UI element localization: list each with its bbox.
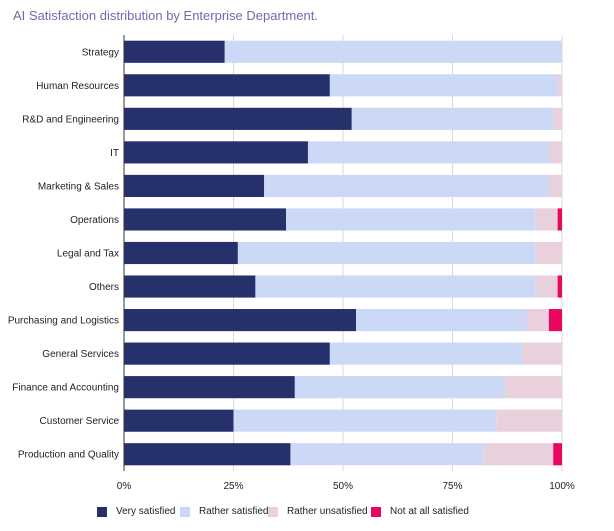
legend-item-rather-unsatisfied: Rather unsatisfied	[268, 506, 368, 517]
legend-label: Rather unsatisfied	[287, 506, 368, 517]
bar-segment-rather-unsatisfied	[505, 376, 562, 399]
bar-segment-very-satisfied	[124, 174, 265, 197]
legend-label: Not at all satisfied	[390, 506, 469, 517]
chart-legend: Very satisfied Rather satisfied Rather u…	[0, 506, 614, 524]
category-label: Finance and Accounting	[12, 383, 119, 394]
category-label: Human Resources	[36, 81, 119, 92]
bar-segment-rather-unsatisfied	[483, 443, 554, 466]
bar-segment-very-satisfied	[124, 74, 330, 97]
bar-segment-very-satisfied	[124, 275, 256, 298]
bar-segment-rather-unsatisfied	[496, 409, 562, 432]
bar-segment-rather-satisfied	[286, 208, 536, 231]
legend-swatch	[97, 506, 107, 517]
legend-swatch	[371, 506, 381, 517]
bar-segment-rather-satisfied	[237, 241, 536, 265]
bar-segment-not-at-all-satisfied	[548, 309, 562, 332]
category-label: Customer Service	[40, 416, 120, 427]
bar-segment-rather-unsatisfied	[535, 208, 558, 231]
bar-segment-very-satisfied	[124, 241, 238, 265]
bar-segment-rather-unsatisfied	[548, 174, 562, 197]
category-label: General Services	[42, 349, 119, 360]
bar-segment-rather-unsatisfied	[548, 141, 562, 164]
bar-segment-very-satisfied	[124, 376, 295, 399]
bar-segment-rather-satisfied	[329, 74, 558, 97]
bar-segment-rather-satisfied	[255, 275, 536, 298]
bar-segment-rather-satisfied	[351, 107, 554, 130]
bar-segment-rather-satisfied	[307, 141, 549, 164]
chart-title: AI Satisfaction distribution by Enterpri…	[13, 8, 318, 23]
bar-segment-not-at-all-satisfied	[553, 443, 562, 466]
category-label: Marketing & Sales	[38, 181, 119, 192]
bar-segment-very-satisfied	[124, 40, 225, 63]
bar-segment-rather-satisfied	[294, 376, 506, 399]
legend-item-rather-satisfied: Rather satisfied	[180, 506, 268, 517]
x-tick-label: 25%	[223, 481, 243, 492]
bar-segment-rather-unsatisfied	[553, 107, 562, 130]
category-label: R&D and Engineering	[22, 114, 119, 125]
category-label: Operations	[70, 215, 119, 226]
category-label: Purchasing and Logistics	[8, 316, 119, 327]
bar-segment-rather-unsatisfied	[522, 342, 562, 365]
bar-segment-very-satisfied	[124, 342, 330, 365]
legend-item-not-at-all-satisfied: Not at all satisfied	[371, 506, 469, 517]
bar-segment-rather-unsatisfied	[535, 241, 562, 265]
bar-segment-rather-satisfied	[264, 174, 549, 197]
bar-segment-rather-satisfied	[233, 409, 497, 432]
bar-segment-rather-satisfied	[329, 342, 523, 365]
bar-segment-rather-satisfied	[224, 40, 563, 63]
category-label: IT	[110, 148, 119, 159]
legend-item-very-satisfied: Very satisfied	[97, 506, 175, 517]
legend-swatch	[180, 506, 190, 517]
x-tick-label: 0%	[117, 481, 132, 492]
bar-segment-very-satisfied	[124, 208, 287, 231]
category-label: Strategy	[82, 47, 119, 58]
category-label: Others	[89, 282, 119, 293]
bar-segment-rather-unsatisfied	[557, 74, 562, 97]
bar-segment-rather-satisfied	[290, 443, 484, 466]
legend-label: Rather satisfied	[199, 506, 269, 517]
bar-segment-rather-satisfied	[356, 309, 527, 332]
legend-swatch	[268, 506, 278, 517]
bar-segment-very-satisfied	[124, 409, 234, 432]
bar-segment-rather-unsatisfied	[535, 275, 558, 298]
category-label: Legal and Tax	[57, 249, 119, 260]
x-tick-label: 100%	[549, 481, 575, 492]
bar-segment-not-at-all-satisfied	[557, 275, 562, 298]
bar-segment-rather-unsatisfied	[526, 309, 549, 332]
bar-segment-very-satisfied	[124, 309, 357, 332]
x-tick-label: 75%	[442, 481, 462, 492]
bar-segment-not-at-all-satisfied	[557, 208, 562, 231]
legend-label: Very satisfied	[116, 506, 176, 517]
x-tick-label: 50%	[333, 481, 353, 492]
bar-segment-very-satisfied	[124, 141, 308, 164]
category-label: Production and Quality	[18, 450, 119, 461]
bar-segment-very-satisfied	[124, 443, 291, 466]
bar-segment-very-satisfied	[124, 107, 352, 130]
